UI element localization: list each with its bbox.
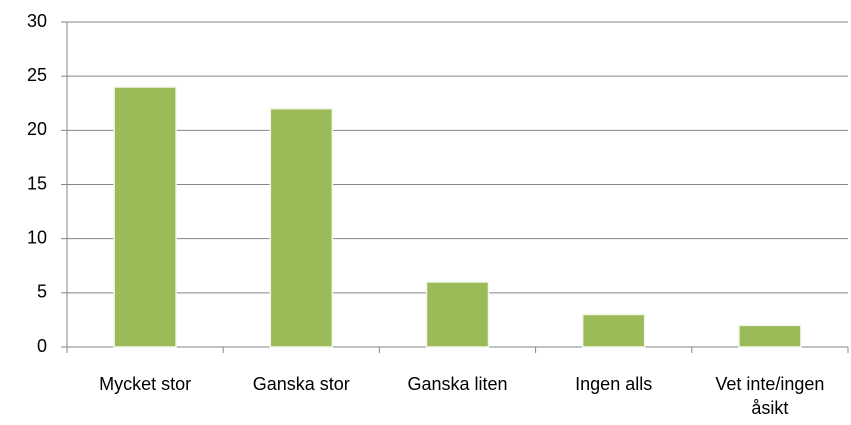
y-tick-label: 25: [27, 65, 47, 85]
bar: [738, 324, 802, 348]
bar: [269, 107, 334, 348]
x-tick-label: Mycket stor: [99, 374, 192, 394]
y-tick-label: 15: [27, 173, 47, 193]
bar: [113, 86, 177, 348]
x-tick-label: Vet inte/ingen åsikt: [715, 374, 825, 418]
bar: [425, 281, 490, 348]
y-tick-label: 20: [27, 119, 47, 139]
y-tick-label: 30: [27, 11, 47, 31]
x-tick-label: Ganska liten: [407, 374, 508, 394]
y-tick-label: 5: [37, 282, 47, 302]
x-tick-label: Ingen alls: [575, 374, 653, 394]
bar: [581, 313, 646, 348]
y-tick-label: 10: [27, 227, 47, 247]
x-tick-label: Ganska stor: [252, 374, 350, 394]
y-tick-label: 0: [37, 336, 47, 356]
